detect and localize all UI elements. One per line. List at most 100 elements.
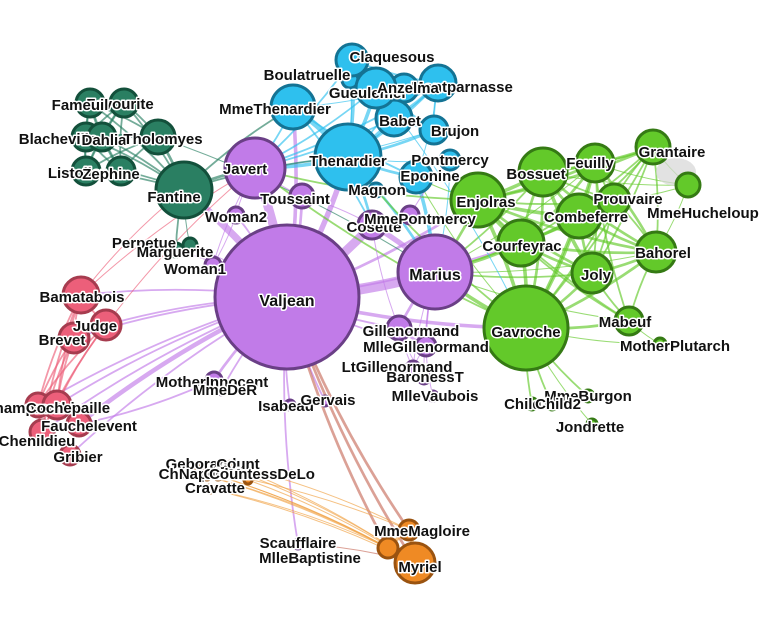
- label-myriel: Myriel: [398, 559, 441, 576]
- label-mlle-baptistine: MlleBaptistine: [259, 550, 361, 567]
- label-feuilly: Feuilly: [566, 155, 614, 172]
- node-pontmercy[interactable]: [438, 148, 462, 172]
- label-brujon: Brujon: [431, 123, 479, 140]
- node-gueulemer[interactable]: [354, 66, 398, 110]
- node-mme-burgon[interactable]: [580, 388, 596, 404]
- node-lt-gillenormand[interactable]: [404, 359, 422, 377]
- node-napoleon[interactable]: [212, 470, 224, 482]
- node-listolier[interactable]: [70, 155, 102, 187]
- node-fauchelevent[interactable]: [65, 410, 93, 438]
- node-thenardier[interactable]: [313, 122, 383, 192]
- node-mabeuf[interactable]: [613, 305, 645, 337]
- node-cosette[interactable]: [356, 209, 388, 241]
- node-mother-plutarch[interactable]: [652, 336, 668, 352]
- node-mlle-baptistine[interactable]: [376, 536, 400, 560]
- node-mlle-gillenormand[interactable]: [414, 334, 438, 358]
- node-magnon[interactable]: [367, 181, 385, 199]
- node-cochepaille[interactable]: [41, 389, 73, 421]
- node-mme-hucheloup[interactable]: [674, 171, 702, 199]
- node-montparnasse[interactable]: [418, 63, 458, 103]
- node-prouvaire[interactable]: [596, 182, 632, 218]
- node-favourite[interactable]: [108, 87, 140, 119]
- node-mme-thenardier[interactable]: [269, 83, 317, 131]
- label-valjean: Valjean: [259, 293, 314, 310]
- node-bossuet[interactable]: [517, 146, 569, 198]
- label-anzelma: Anzelma: [377, 80, 439, 97]
- node-enjolras[interactable]: [449, 171, 507, 229]
- node-dahlia[interactable]: [86, 121, 118, 153]
- node-mlle-vaubois[interactable]: [426, 389, 440, 403]
- label-mme-pontmercy: MmePontmercy: [364, 211, 476, 228]
- node-eponine[interactable]: [398, 159, 434, 195]
- node-perpetue[interactable]: [181, 236, 199, 254]
- node-claquesous[interactable]: [334, 42, 370, 78]
- node-geborand[interactable]: [194, 464, 206, 476]
- label-count: Count: [216, 456, 259, 473]
- label-pontmercy: Pontmercy: [411, 152, 489, 169]
- node-judge[interactable]: [89, 308, 123, 342]
- label-woman1: Woman1: [164, 261, 226, 278]
- label-champtercier: Champtercier: [159, 466, 256, 483]
- node-valjean[interactable]: [213, 223, 361, 371]
- node-woman2[interactable]: [226, 205, 246, 225]
- label-courfeyrac: Courfeyrac: [482, 238, 561, 255]
- node-child2[interactable]: [544, 396, 560, 412]
- label-babet: Babet: [379, 113, 421, 130]
- node-mme-pontmercy[interactable]: [399, 204, 421, 226]
- node-fantine[interactable]: [154, 160, 214, 220]
- node-brujon[interactable]: [418, 114, 450, 146]
- node-isabeau[interactable]: [283, 398, 297, 412]
- node-gribier[interactable]: [58, 443, 82, 467]
- node-gillenormand[interactable]: [385, 314, 413, 342]
- node-brevet[interactable]: [57, 321, 91, 355]
- label-fauchelevent: Fauchelevent: [41, 418, 137, 435]
- node-joly[interactable]: [570, 251, 614, 295]
- node-bahorel[interactable]: [634, 230, 678, 274]
- label-bossuet: Bossuet: [506, 166, 565, 183]
- node-combeferre[interactable]: [555, 192, 603, 240]
- label-combeferre: Combeferre: [544, 209, 628, 226]
- node-gavroche[interactable]: [482, 284, 570, 372]
- label-geborand: Geborand: [166, 456, 237, 473]
- node-babet[interactable]: [374, 98, 414, 138]
- node-chenildieu[interactable]: [28, 418, 56, 446]
- node-javert[interactable]: [223, 136, 287, 200]
- label-mlle-gillenormand: MlleGillenormand: [363, 339, 489, 356]
- node-baroness-t[interactable]: [416, 370, 432, 386]
- label-lt-gillenormand: LtGillenormand: [342, 359, 453, 376]
- label-baroness-t: BaronessT: [386, 369, 464, 386]
- node-jondrette[interactable]: [585, 417, 599, 431]
- label-gervais: Gervais: [300, 392, 355, 409]
- node-toussaint[interactable]: [288, 182, 316, 210]
- node-zephine[interactable]: [105, 155, 137, 187]
- node-fameuil[interactable]: [74, 87, 106, 119]
- node-gervais[interactable]: [318, 394, 332, 408]
- node-marguerite[interactable]: [167, 241, 185, 259]
- node-champtercier[interactable]: [201, 470, 213, 482]
- node-child1[interactable]: [524, 396, 540, 412]
- label-mme-hucheloup: MmeHucheloup: [647, 205, 759, 222]
- node-bamatabois[interactable]: [61, 275, 101, 315]
- node-countess-de-lo[interactable]: [242, 474, 254, 486]
- node-mme-magloire[interactable]: [397, 518, 421, 542]
- node-feuilly[interactable]: [574, 142, 616, 184]
- label-magnon: Magnon: [348, 182, 406, 199]
- edge-mme-magloire-geborand: [199, 469, 410, 531]
- node-count[interactable]: [225, 459, 237, 471]
- label-fameuil: Fameuil: [52, 97, 109, 114]
- node-myriel[interactable]: [393, 541, 437, 585]
- node-tholomyes[interactable]: [139, 118, 177, 156]
- label-enjolras: Enjolras: [456, 194, 515, 211]
- node-marius[interactable]: [396, 233, 474, 311]
- node-courfeyrac[interactable]: [496, 218, 546, 268]
- node-grantaire[interactable]: [634, 128, 672, 166]
- node-scaufflaire[interactable]: [291, 537, 305, 551]
- node-mother-innocent[interactable]: [204, 370, 224, 390]
- label-woman2: Woman2: [205, 209, 267, 226]
- label-favourite: Favourite: [86, 96, 154, 113]
- label-cochepaille: Cochepaille: [26, 400, 110, 417]
- node-cravatte[interactable]: [204, 483, 216, 495]
- label-gavroche: Gavroche: [491, 324, 560, 341]
- label-blacheville: Blacheville: [19, 131, 97, 148]
